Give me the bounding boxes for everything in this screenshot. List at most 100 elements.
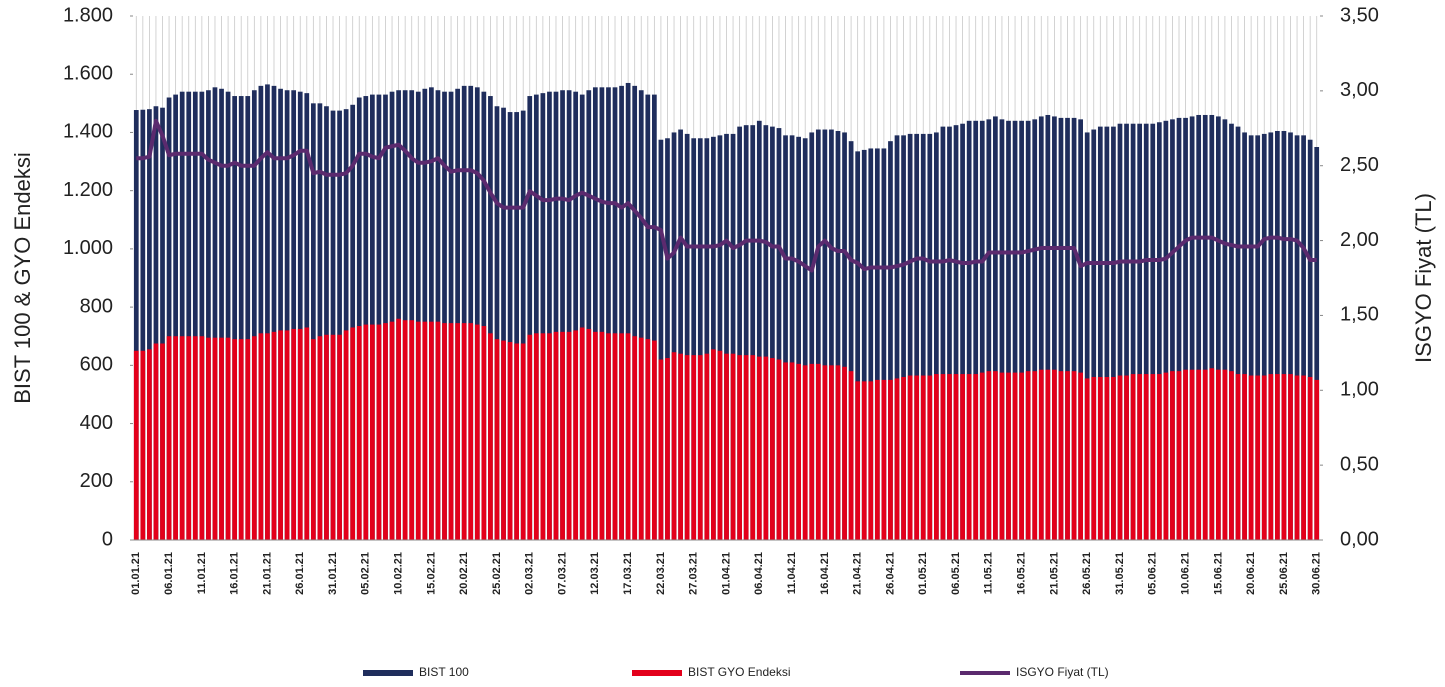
bar [324, 334, 329, 540]
bar [481, 91, 487, 540]
bar [671, 132, 677, 540]
bar [966, 120, 972, 541]
bar [186, 91, 192, 540]
bar [494, 339, 500, 540]
bar [1156, 374, 1162, 540]
bar [1104, 376, 1110, 540]
bar [284, 330, 290, 540]
y-tick-label: 200 [80, 470, 113, 492]
bar [1078, 372, 1083, 540]
bar [284, 90, 290, 540]
bar [337, 334, 342, 540]
y-tick-label: 400 [80, 412, 113, 434]
bar [560, 90, 565, 540]
legend-label: ISGYO Fiyat (TL) [1016, 665, 1109, 679]
bar [606, 333, 611, 540]
bar [658, 139, 664, 540]
bar [533, 333, 539, 540]
bar [1111, 376, 1116, 540]
bar [724, 353, 729, 540]
bar [507, 112, 513, 541]
bar [993, 116, 998, 540]
bar [829, 129, 834, 541]
bar [330, 110, 336, 540]
bar [166, 97, 172, 540]
bar [350, 104, 356, 541]
bar [809, 132, 815, 540]
bar [1222, 369, 1228, 540]
bar [514, 343, 520, 540]
bar [1288, 132, 1293, 540]
bar [914, 133, 920, 540]
bar [724, 133, 729, 540]
x-tick-label: 27.03.21 [688, 552, 700, 595]
bar [547, 91, 552, 540]
bar [861, 149, 867, 540]
bar [1294, 375, 1300, 540]
bar [396, 90, 401, 540]
bar [1071, 371, 1077, 540]
bar [461, 323, 467, 540]
bar [383, 323, 388, 540]
bar [756, 356, 762, 540]
bar [1163, 372, 1169, 540]
x-tick-label: 02.03.21 [524, 552, 536, 595]
x-tick-label: 10.06.21 [1179, 552, 1191, 595]
bar [874, 148, 880, 540]
bar [225, 91, 231, 540]
bar [251, 90, 257, 540]
bar [553, 331, 559, 540]
bar [1078, 119, 1083, 540]
bar [920, 133, 926, 540]
bar [1222, 119, 1228, 540]
bar [356, 97, 362, 540]
bar [297, 328, 303, 540]
bar [1209, 114, 1215, 540]
y-tick-label: 600 [80, 354, 113, 376]
x-tick-label: 15.06.21 [1212, 552, 1224, 595]
bar [704, 138, 710, 540]
bar [1242, 374, 1247, 540]
x-tick-label: 15.02.21 [425, 552, 437, 595]
bar [560, 331, 565, 540]
legend-label: BIST 100 [419, 665, 469, 679]
bar [901, 376, 906, 540]
bar [153, 106, 159, 540]
y-tick-label: 1.200 [63, 179, 113, 201]
y2-tick-label: 0,50 [1340, 453, 1379, 475]
bar [1255, 135, 1261, 540]
bar [1065, 117, 1070, 540]
bar [199, 336, 205, 540]
bar [1314, 379, 1320, 540]
bar [730, 133, 736, 540]
bar [652, 340, 657, 540]
x-tick-label: 05.06.21 [1147, 552, 1159, 595]
bar [501, 340, 506, 540]
bar [927, 375, 933, 540]
bar [763, 125, 769, 541]
bar [435, 90, 441, 540]
bar [1170, 119, 1175, 540]
x-tick-label: 16.01.21 [229, 552, 241, 595]
bar [173, 94, 178, 540]
bar [933, 374, 939, 540]
x-tick-label: 26.01.21 [294, 552, 306, 595]
bar [678, 353, 683, 540]
bar [1006, 372, 1011, 540]
bar [586, 328, 592, 540]
bar [802, 365, 808, 540]
bar [343, 109, 349, 541]
y2-tick-label: 1,00 [1340, 379, 1379, 401]
bar [842, 366, 847, 540]
bar [1314, 147, 1320, 540]
bar [199, 91, 205, 540]
bar [1130, 374, 1136, 540]
bar [265, 84, 270, 541]
line [136, 118, 1317, 273]
bar [973, 120, 979, 541]
bar [219, 88, 224, 541]
bar [271, 331, 277, 540]
bar [461, 85, 467, 540]
bar [455, 323, 460, 540]
bar [606, 87, 611, 541]
